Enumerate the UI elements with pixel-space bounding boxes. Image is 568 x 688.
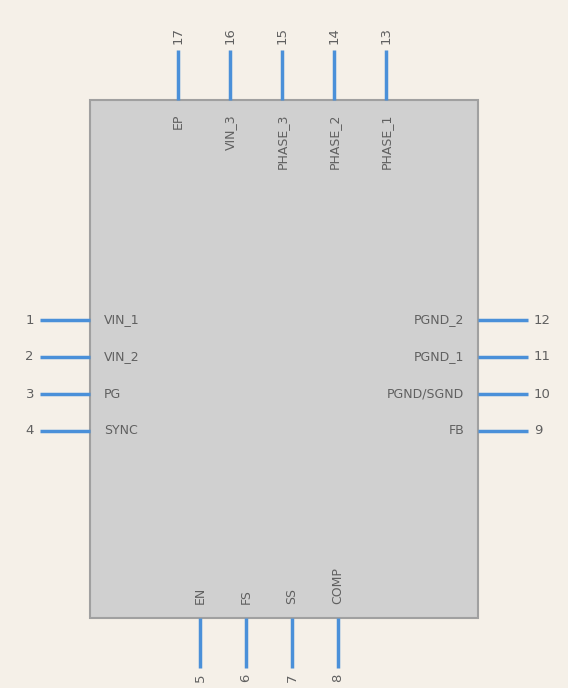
Text: 15: 15 [275, 27, 289, 44]
Text: 7: 7 [286, 674, 299, 682]
Text: 4: 4 [26, 424, 34, 438]
Text: 8: 8 [332, 674, 345, 682]
Text: FS: FS [240, 589, 253, 604]
Text: PGND/SGND: PGND/SGND [387, 387, 464, 400]
Text: PHASE_3: PHASE_3 [275, 114, 289, 169]
Text: 13: 13 [379, 27, 392, 44]
Text: COMP: COMP [332, 567, 345, 604]
Text: 17: 17 [172, 27, 185, 44]
Text: 9: 9 [534, 424, 542, 438]
Text: FB: FB [448, 424, 464, 438]
Text: 10: 10 [534, 387, 551, 400]
Text: EN: EN [194, 587, 207, 604]
Text: PGND_2: PGND_2 [414, 314, 464, 327]
Text: PHASE_1: PHASE_1 [379, 114, 392, 169]
Text: 12: 12 [534, 314, 551, 327]
Text: 1: 1 [26, 314, 34, 327]
Text: PHASE_2: PHASE_2 [328, 114, 340, 169]
Text: VIN_2: VIN_2 [104, 350, 140, 363]
Text: 11: 11 [534, 350, 551, 363]
Bar [90, 100, 478, 618]
Text: 5: 5 [194, 674, 207, 682]
Text: 14: 14 [328, 27, 340, 44]
Text: EP: EP [172, 114, 185, 129]
Text: 6: 6 [240, 674, 253, 682]
Text: 3: 3 [26, 387, 34, 400]
Text: PG: PG [104, 387, 121, 400]
Text: SYNC: SYNC [104, 424, 138, 438]
Text: 16: 16 [223, 27, 236, 44]
Text: 2: 2 [26, 350, 34, 363]
Text: PGND_1: PGND_1 [414, 350, 464, 363]
Text: SS: SS [286, 588, 299, 604]
Text: VIN_3: VIN_3 [223, 114, 236, 149]
Text: VIN_1: VIN_1 [104, 314, 140, 327]
